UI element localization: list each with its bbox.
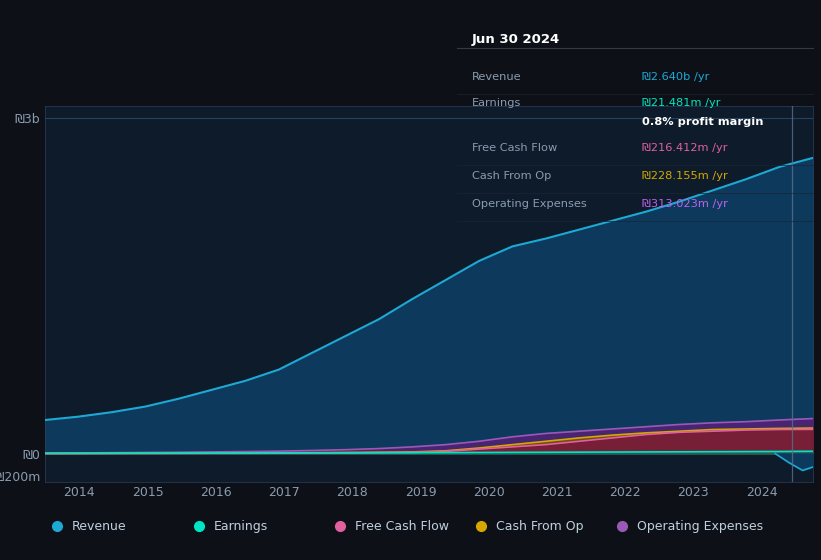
Text: ₪2.640b /yr: ₪2.640b /yr <box>642 72 709 82</box>
Text: ₪313.023m /yr: ₪313.023m /yr <box>642 199 728 209</box>
Text: Operating Expenses: Operating Expenses <box>471 199 586 209</box>
Text: Cash From Op: Cash From Op <box>471 171 551 181</box>
Text: Free Cash Flow: Free Cash Flow <box>471 143 557 153</box>
Text: Earnings: Earnings <box>213 520 268 533</box>
Text: Free Cash Flow: Free Cash Flow <box>355 520 448 533</box>
Text: Cash From Op: Cash From Op <box>496 520 584 533</box>
Text: ₪228.155m /yr: ₪228.155m /yr <box>642 171 728 181</box>
Text: 0.8% profit margin: 0.8% profit margin <box>642 117 764 127</box>
Text: Jun 30 2024: Jun 30 2024 <box>471 33 560 46</box>
Text: Operating Expenses: Operating Expenses <box>637 520 764 533</box>
Text: ₪21.481m /yr: ₪21.481m /yr <box>642 98 721 108</box>
Text: Revenue: Revenue <box>72 520 127 533</box>
Text: Revenue: Revenue <box>471 72 521 82</box>
Text: Earnings: Earnings <box>471 98 521 108</box>
Text: ₪216.412m /yr: ₪216.412m /yr <box>642 143 727 153</box>
